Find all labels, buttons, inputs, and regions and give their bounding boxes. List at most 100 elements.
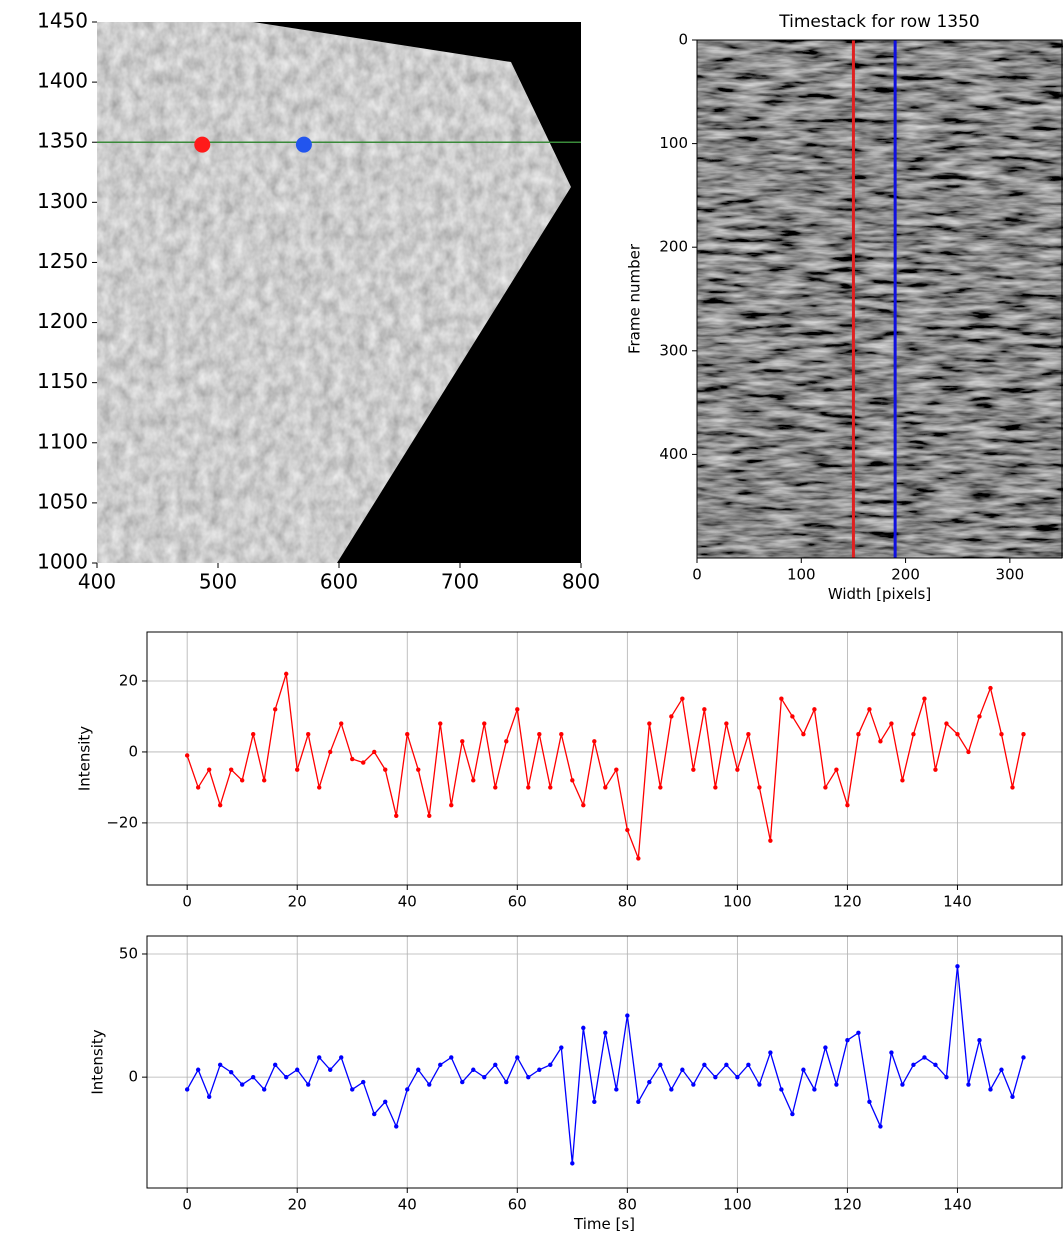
point-marker [823, 785, 828, 790]
point-marker [592, 739, 597, 744]
point-marker [427, 1082, 432, 1087]
point-marker [526, 785, 531, 790]
series-line [186, 673, 1025, 859]
point-marker [261, 1087, 267, 1092]
point-marker [1021, 731, 1026, 737]
point-marker [669, 1087, 674, 1092]
point-marker [647, 721, 652, 726]
x-tick-label: 0 [182, 1196, 192, 1214]
y-tick-label: 1200 [37, 309, 88, 333]
point-marker [261, 778, 267, 783]
point-marker [691, 1082, 696, 1087]
chart-title: Timestack for row 1350 [778, 12, 980, 32]
point-marker [944, 721, 949, 726]
point-marker [845, 1037, 850, 1043]
x-tick-label: 800 [562, 570, 600, 594]
x-tick-label: 500 [199, 570, 237, 594]
point-marker [184, 753, 190, 758]
point-marker [977, 714, 982, 719]
y-tick-label: 1100 [37, 429, 88, 453]
point-marker [592, 1099, 597, 1104]
point-marker [272, 707, 278, 712]
point-marker [768, 838, 773, 843]
x-axis-label: Width [pixels] [828, 585, 931, 603]
point-marker [559, 731, 564, 737]
point-marker [548, 1062, 553, 1068]
point-marker [636, 856, 641, 861]
point-marker [194, 136, 211, 153]
point-marker [295, 136, 312, 153]
point-marker [361, 1079, 366, 1085]
point-marker [460, 739, 465, 744]
point-marker [713, 785, 718, 790]
x-tick-label: 120 [833, 893, 862, 911]
point-marker [856, 731, 861, 737]
point-marker [272, 1062, 278, 1068]
point-marker [195, 785, 201, 790]
point-marker [504, 739, 509, 744]
point-marker [724, 721, 729, 726]
point-marker [548, 785, 553, 790]
camera-image [97, 22, 581, 563]
point-marker [955, 731, 960, 737]
point-marker [911, 1062, 916, 1068]
point-marker [625, 1013, 630, 1018]
point-marker [636, 1099, 641, 1104]
point-marker [757, 785, 762, 790]
point-marker [217, 1062, 223, 1068]
point-marker [405, 731, 410, 737]
x-tick-label: 300 [996, 566, 1025, 584]
point-marker [449, 1055, 454, 1060]
x-tick-label: 100 [723, 1196, 752, 1214]
series-line [186, 966, 1025, 1164]
point-marker [295, 1067, 300, 1072]
point-marker [581, 1025, 586, 1031]
point-marker [966, 749, 971, 755]
y-axis-label: Frame number [626, 243, 644, 354]
point-marker [250, 731, 256, 737]
point-marker [834, 767, 839, 772]
point-marker [735, 1074, 740, 1080]
x-tick-label: 60 [508, 1196, 527, 1214]
point-marker [746, 1062, 751, 1068]
x-tick-label: 200 [891, 566, 920, 584]
x-axis-label: Time [s] [573, 1215, 635, 1233]
point-marker [350, 756, 355, 762]
point-marker [206, 1094, 212, 1100]
x-tick-label: 400 [78, 570, 116, 594]
point-marker [482, 1074, 487, 1080]
x-tick-label: 60 [508, 893, 527, 911]
x-tick-label: 100 [787, 566, 816, 584]
point-marker [493, 785, 498, 790]
point-marker [735, 767, 740, 772]
point-marker [867, 1099, 872, 1104]
point-marker [515, 707, 520, 712]
masked-area [253, 22, 581, 563]
point-marker [339, 1055, 344, 1060]
point-marker [372, 1111, 377, 1117]
point-marker [449, 802, 454, 808]
point-marker [1021, 1055, 1026, 1060]
point-marker [306, 731, 311, 737]
point-marker [801, 731, 806, 737]
point-marker [999, 1067, 1004, 1072]
point-marker [383, 1099, 388, 1104]
point-marker [680, 1067, 685, 1072]
point-marker [647, 1079, 652, 1085]
point-marker [228, 767, 234, 772]
point-marker [195, 1067, 201, 1072]
point-marker [889, 1050, 894, 1055]
point-marker [900, 1082, 905, 1087]
point-marker [493, 1062, 498, 1068]
point-marker [328, 1067, 333, 1072]
point-marker [537, 731, 542, 737]
axes-frame [146, 631, 1063, 886]
y-axis-label: Intensity [76, 726, 94, 791]
point-marker [394, 1124, 399, 1129]
point-marker [217, 802, 223, 808]
point-marker [1010, 1094, 1015, 1100]
point-marker [779, 1087, 784, 1092]
point-marker [856, 1030, 861, 1036]
point-marker [845, 802, 850, 808]
